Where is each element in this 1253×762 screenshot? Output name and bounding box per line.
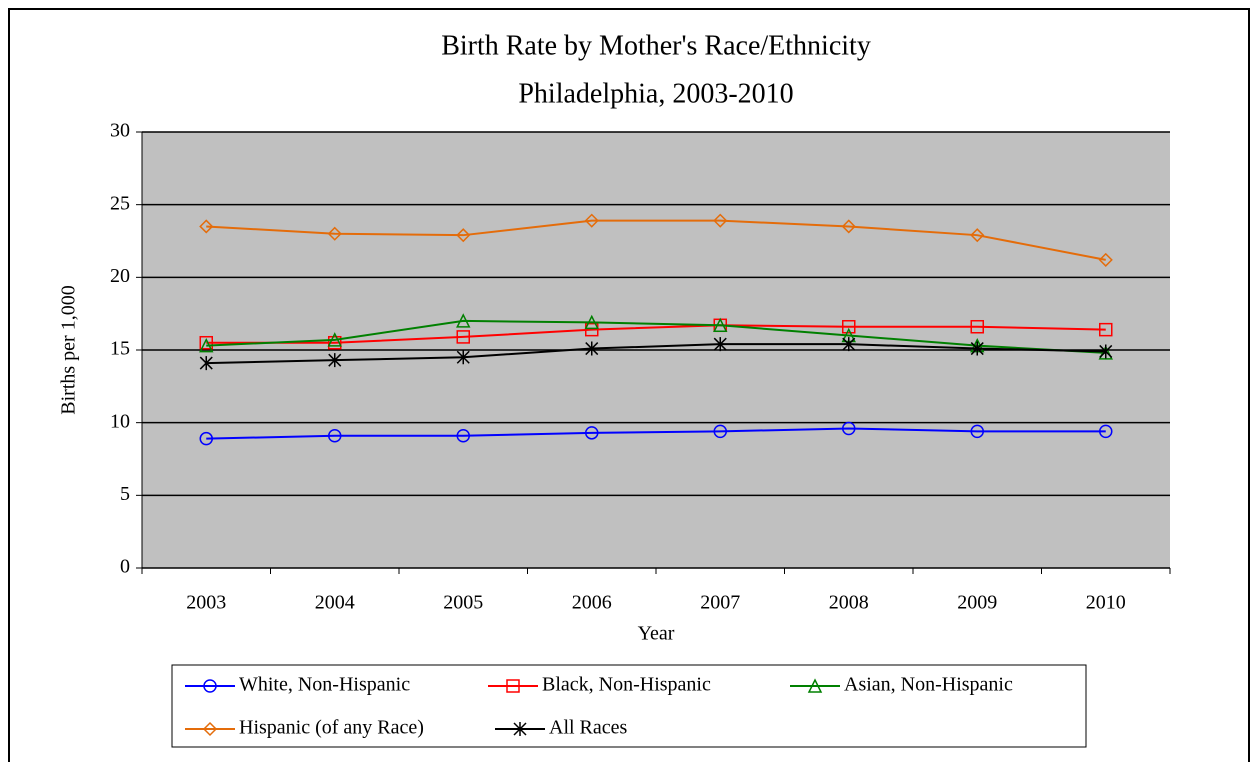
marker [841,219,856,234]
marker [456,350,470,365]
y-axis-label: Births per 1,000 [58,285,80,414]
x-tick-label: 2006 [572,592,612,614]
marker [713,337,727,352]
y-tick-label: 30 [110,120,130,142]
marker [970,319,984,334]
marker [584,213,599,228]
chart-title: Birth Rate by Mother's Race/Ethnicity [441,30,871,61]
x-tick-label: 2004 [315,592,355,614]
y-tick-label: 20 [110,265,130,287]
legend-item: Hispanic (of any Race) [185,717,424,739]
series-line [206,324,1106,344]
chart-subtitle: Philadelphia, 2003-2010 [518,78,793,109]
marker [585,341,599,356]
marker [506,679,520,693]
marker [970,228,985,243]
legend-label: Hispanic (of any Race) [239,717,424,739]
marker [456,313,471,328]
legend-label: All Races [549,717,628,739]
marker [456,428,470,443]
legend-item: Asian, Non-Hispanic [790,674,1013,696]
marker [203,679,217,693]
marker [456,330,470,344]
x-tick-label: 2005 [443,592,483,614]
x-tick-label: 2010 [1086,592,1126,614]
series-line [206,427,1106,440]
x-tick-label: 2007 [700,592,740,614]
marker [327,332,342,347]
x-tick-label: 2008 [829,592,869,614]
legend [171,664,1087,748]
marker [713,213,728,228]
marker [1099,424,1113,439]
marker [513,722,527,736]
marker [1098,252,1113,267]
marker [456,228,471,243]
marker [1098,345,1113,360]
marker [328,335,342,350]
y-tick-label: 15 [110,338,130,360]
legend-label: White, Non-Hispanic [239,674,410,696]
series-line [206,219,1106,261]
marker [807,678,823,693]
legend-item: Black, Non-Hispanic [488,674,711,696]
marker [327,226,342,241]
marker [584,314,599,330]
legend-item: All Races [495,717,628,739]
legend-label: Black, Non-Hispanic [542,674,711,696]
marker [585,322,599,337]
x-tick-label: 2009 [957,592,997,614]
marker [842,337,856,352]
series-line [206,319,1106,354]
legend-item: White, Non-Hispanic [185,674,410,696]
marker [1099,344,1113,359]
series-line [206,343,1106,365]
marker [202,721,218,737]
marker [585,426,599,440]
marker [970,424,984,439]
legend-label: Asian, Non-Hispanic [844,674,1013,696]
y-tick-label: 0 [120,556,130,578]
marker [842,421,856,436]
marker [713,424,727,439]
marker [199,431,213,446]
marker [328,353,342,368]
y-tick-label: 25 [110,192,130,214]
marker [328,428,342,443]
y-tick-label: 5 [120,483,130,505]
x-axis-label: Year [638,623,675,645]
marker [199,337,214,353]
marker [1099,322,1113,337]
marker [713,317,728,333]
marker [842,319,856,334]
x-tick-label: 2003 [186,592,226,614]
marker [970,341,984,356]
marker [199,356,213,371]
y-tick-label: 10 [110,410,130,432]
marker [199,335,213,350]
marker [199,219,214,234]
